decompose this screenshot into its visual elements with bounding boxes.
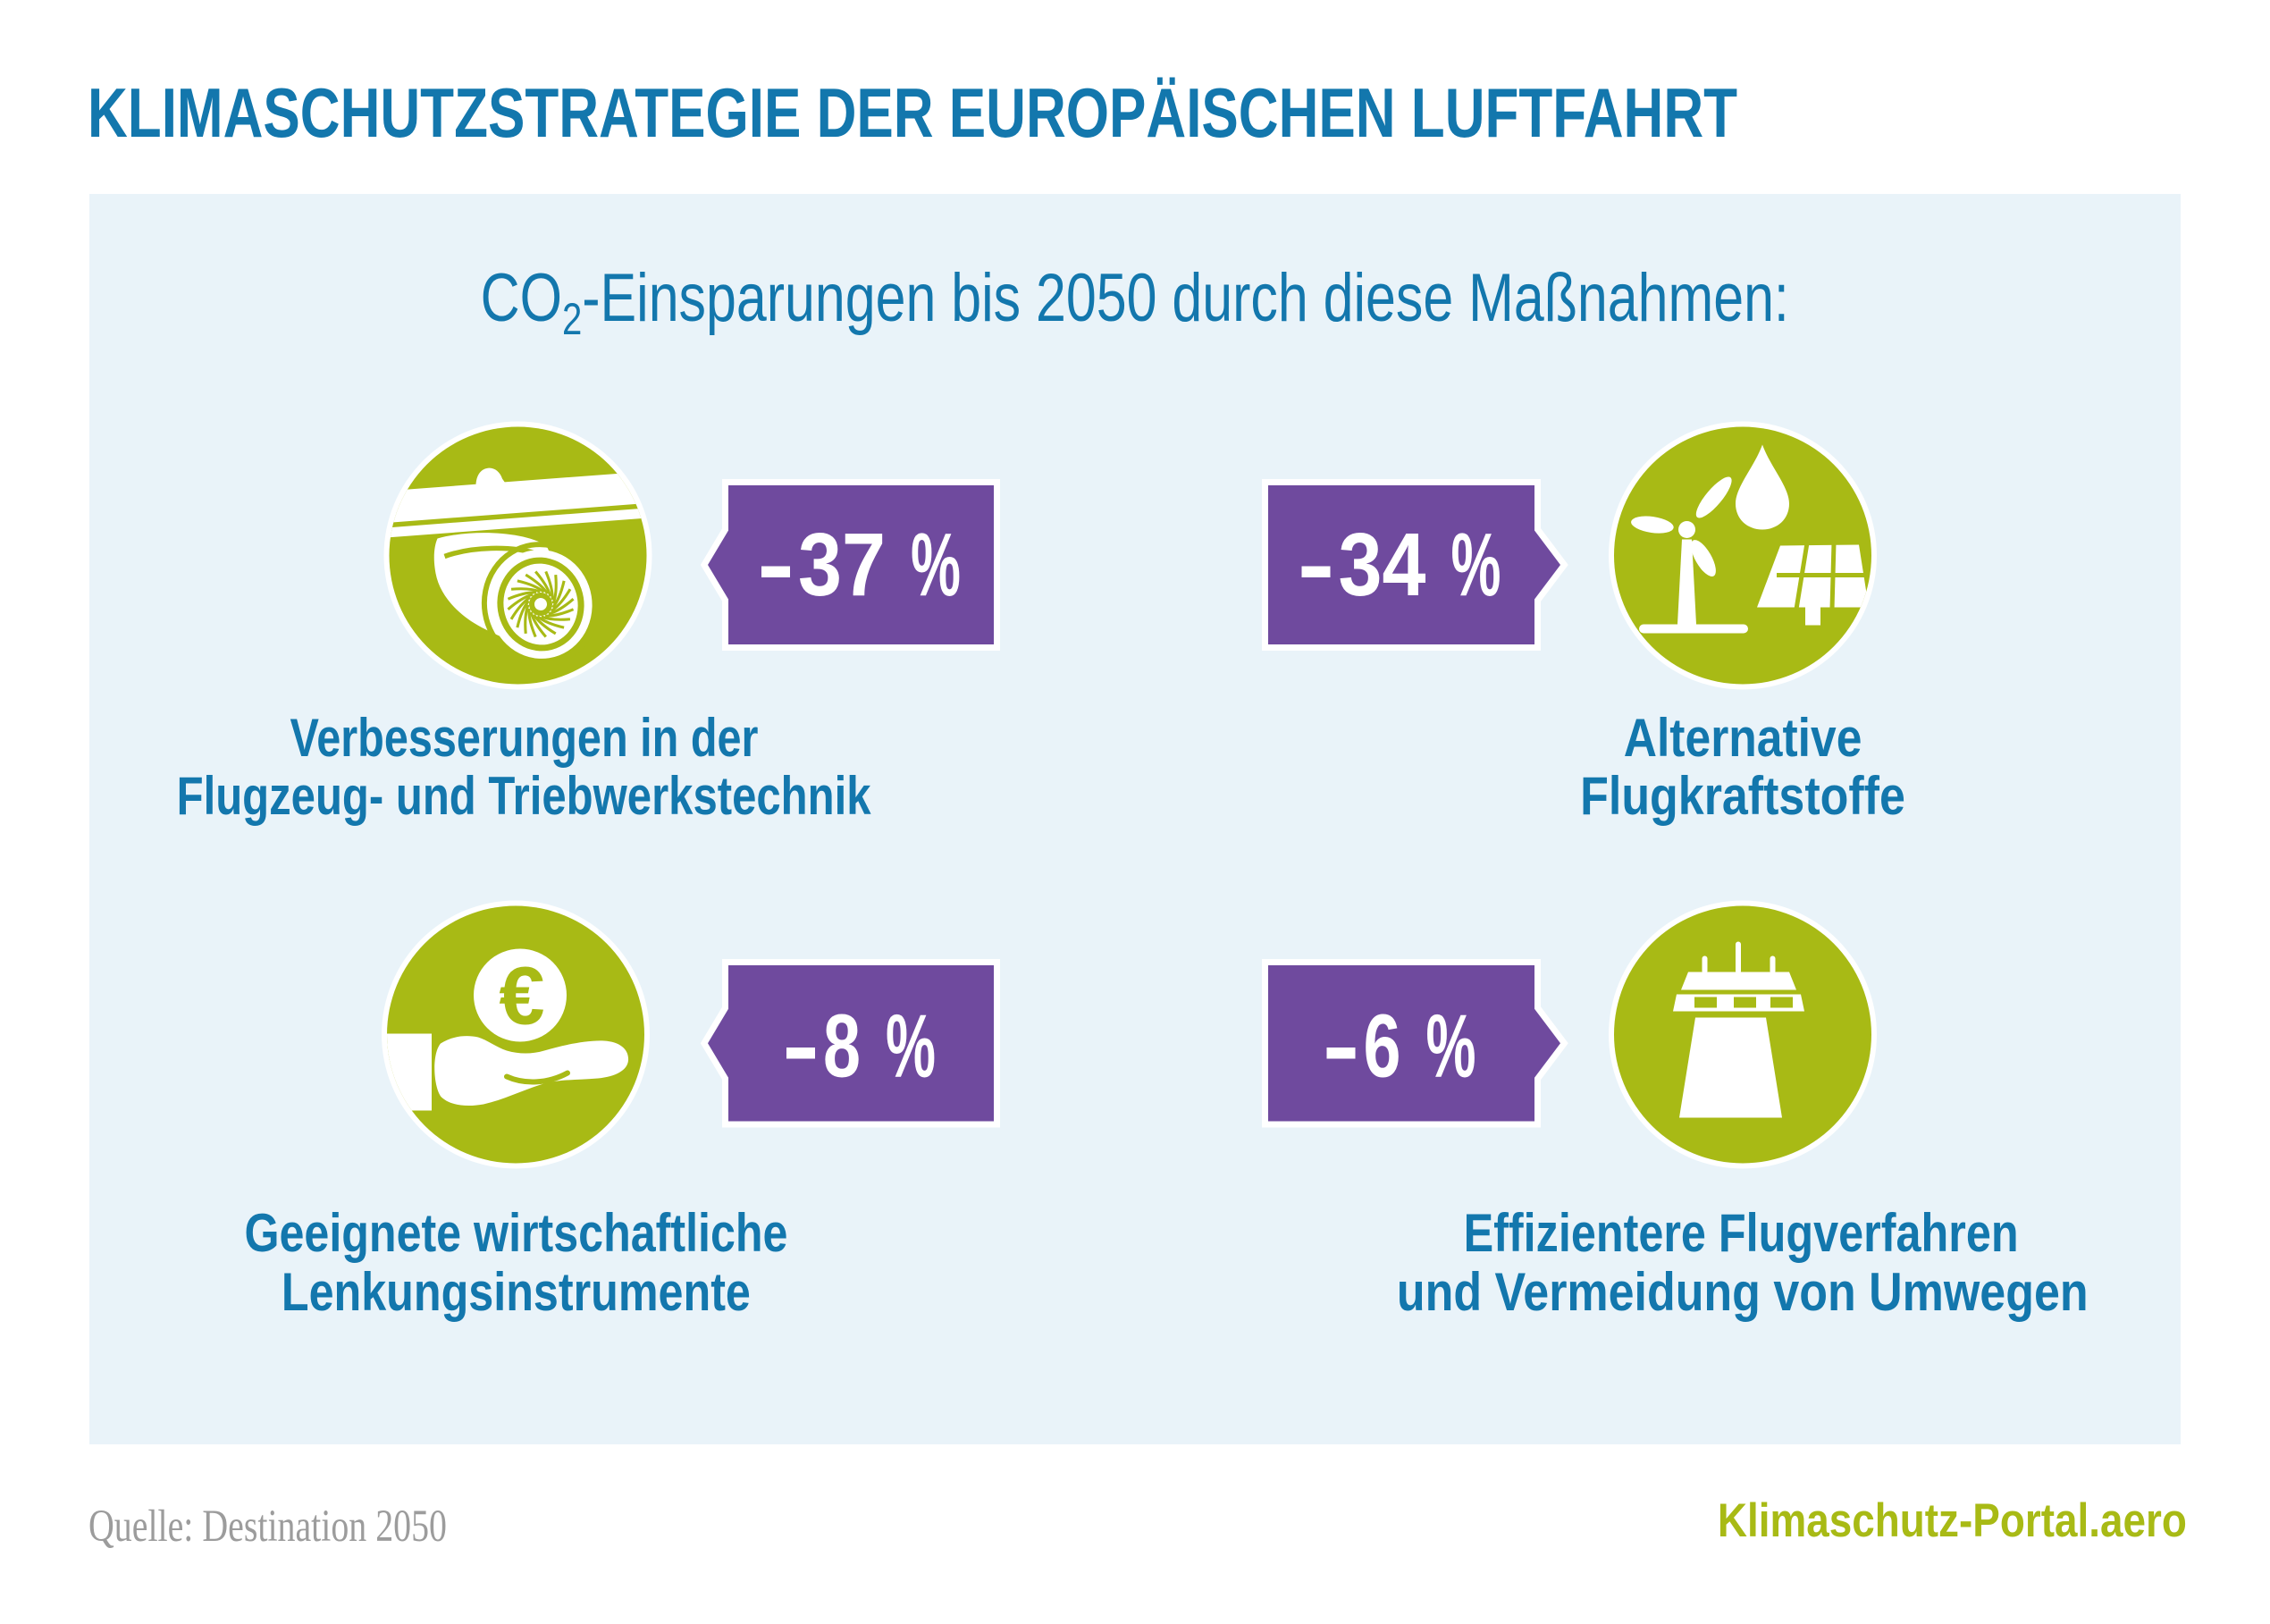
svg-text:%: % bbox=[1426, 997, 1476, 1097]
svg-text:6: 6 bbox=[1364, 997, 1401, 1097]
svg-text:%: % bbox=[886, 997, 936, 1097]
svg-text:%: % bbox=[911, 515, 961, 615]
svg-text:34: 34 bbox=[1339, 515, 1426, 615]
svg-text:€: € bbox=[499, 951, 544, 1042]
svg-text:%: % bbox=[1451, 515, 1501, 615]
svg-text:8: 8 bbox=[823, 997, 861, 1097]
svg-text:37: 37 bbox=[798, 515, 886, 615]
